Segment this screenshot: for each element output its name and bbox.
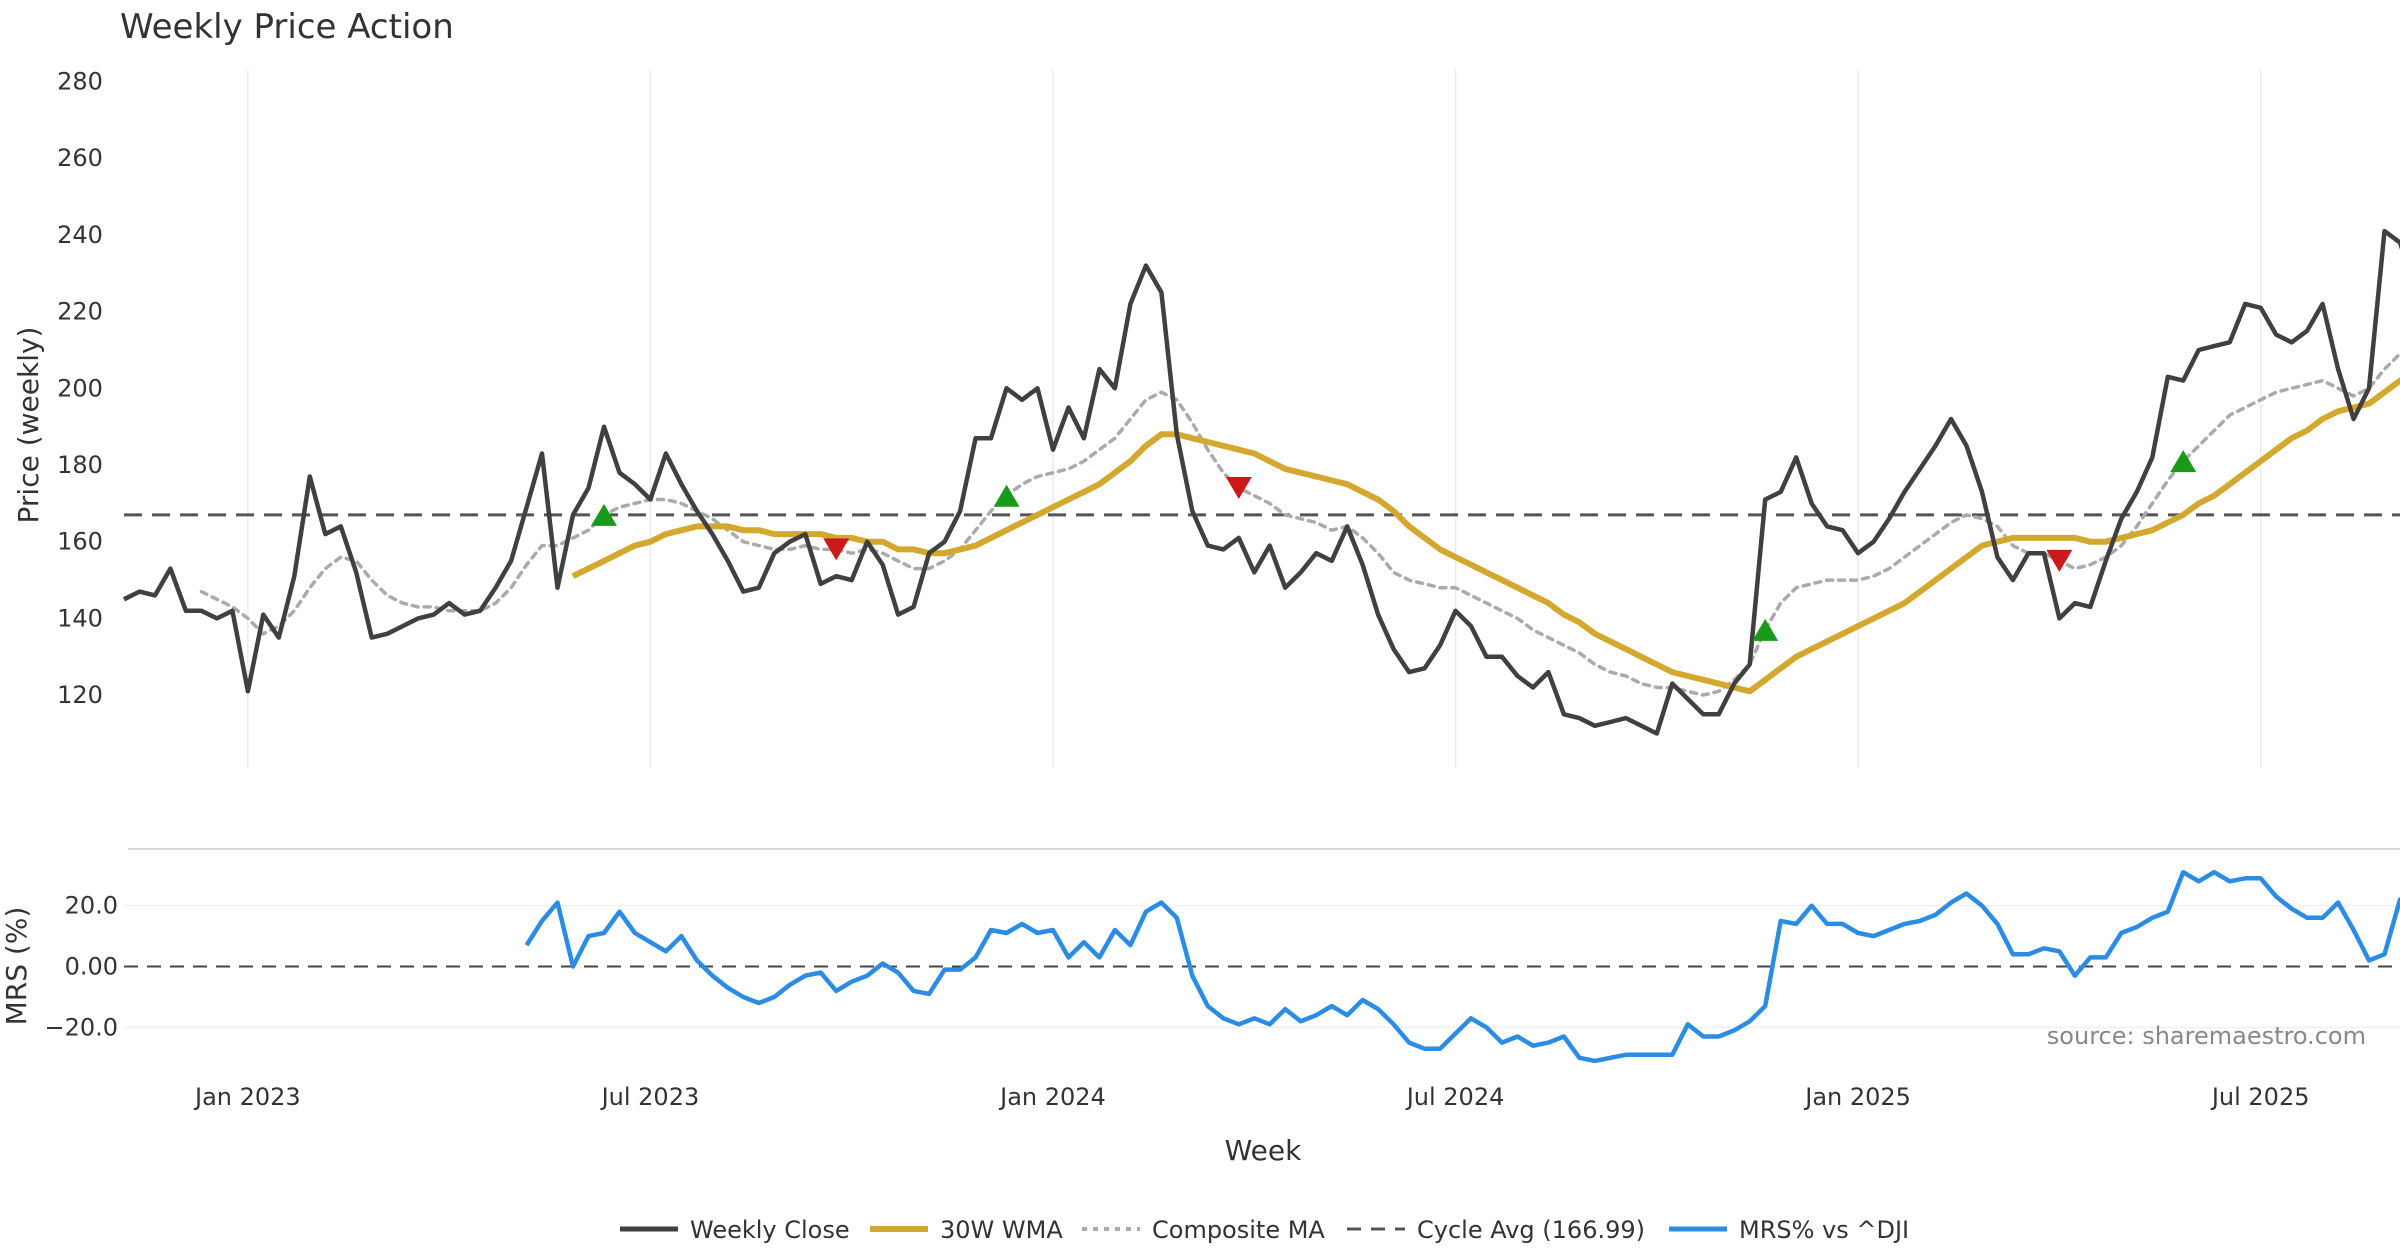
price-y-axis-label: Price (weekly) [12, 327, 45, 524]
price-y-tick-label: 200 [57, 374, 103, 402]
price-y-tick-label: 220 [57, 298, 103, 326]
x-tick-label: Jul 2024 [1405, 1083, 1505, 1111]
buy-signal-marker [1752, 618, 1779, 641]
legend-label: Weekly Close [690, 1216, 850, 1244]
buy-signal-marker [590, 503, 617, 526]
composite-ma-series [199, 351, 2400, 697]
sell-signal-marker [1225, 477, 1252, 500]
sell-signal-marker [2046, 549, 2073, 572]
x-tick-label: Jul 2023 [600, 1083, 700, 1111]
price-y-tick-label: 260 [57, 144, 103, 172]
price-y-tick-label: 180 [57, 451, 103, 479]
series-group [122, 228, 2400, 1064]
mrs-y-tick-label: −20.0 [44, 1013, 118, 1041]
mrs-y-axis: 20.0 0.00 −20.0 [44, 892, 118, 1042]
sell-signal-marker [823, 538, 850, 561]
buy-signal-marker [993, 484, 1020, 507]
price-y-tick-label: 240 [57, 221, 103, 249]
x-axis-label: Week [1225, 1134, 1302, 1167]
wma-30w-series [571, 377, 2400, 695]
signal-markers [590, 450, 2197, 641]
price-y-tick-label: 120 [57, 681, 103, 709]
x-tick-label: Jul 2025 [2210, 1083, 2310, 1111]
mrs-y-axis-label: MRS (%) [0, 907, 33, 1026]
x-axis: Jan 2023 Jul 2023 Jan 2024 Jul 2024 Jan 2025… [193, 1083, 2309, 1111]
chart-title: Weekly Price Action [120, 7, 454, 47]
mrs-series [524, 869, 2400, 1064]
price-y-tick-label: 160 [57, 528, 103, 556]
grid-lines [124, 70, 2400, 1029]
legend: Weekly Close 30W WMA Composite MA Cycle Avg… [620, 1216, 1909, 1244]
legend-label: Cycle Avg (166.99) [1417, 1216, 1645, 1244]
x-tick-label: Jan 2025 [1803, 1083, 1911, 1111]
weekly-close-series [122, 228, 2400, 736]
mrs-y-tick-label: 20.0 [65, 892, 118, 920]
x-tick-label: Jan 2023 [193, 1083, 301, 1111]
price-y-tick-label: 140 [57, 604, 103, 632]
mrs-y-tick-label: 0.00 [65, 953, 118, 981]
legend-label: Composite MA [1152, 1216, 1325, 1244]
price-y-tick-label: 280 [57, 68, 103, 96]
legend-label: MRS% vs ^DJI [1739, 1216, 1909, 1244]
source-attribution: source: sharemaestro.com [2047, 1022, 2366, 1050]
buy-signal-marker [2170, 450, 2197, 473]
x-tick-label: Jan 2024 [998, 1083, 1106, 1111]
price-y-axis: 120 140 160 180 200 220 240 260 280 [57, 68, 103, 710]
legend-label: 30W WMA [940, 1216, 1063, 1244]
